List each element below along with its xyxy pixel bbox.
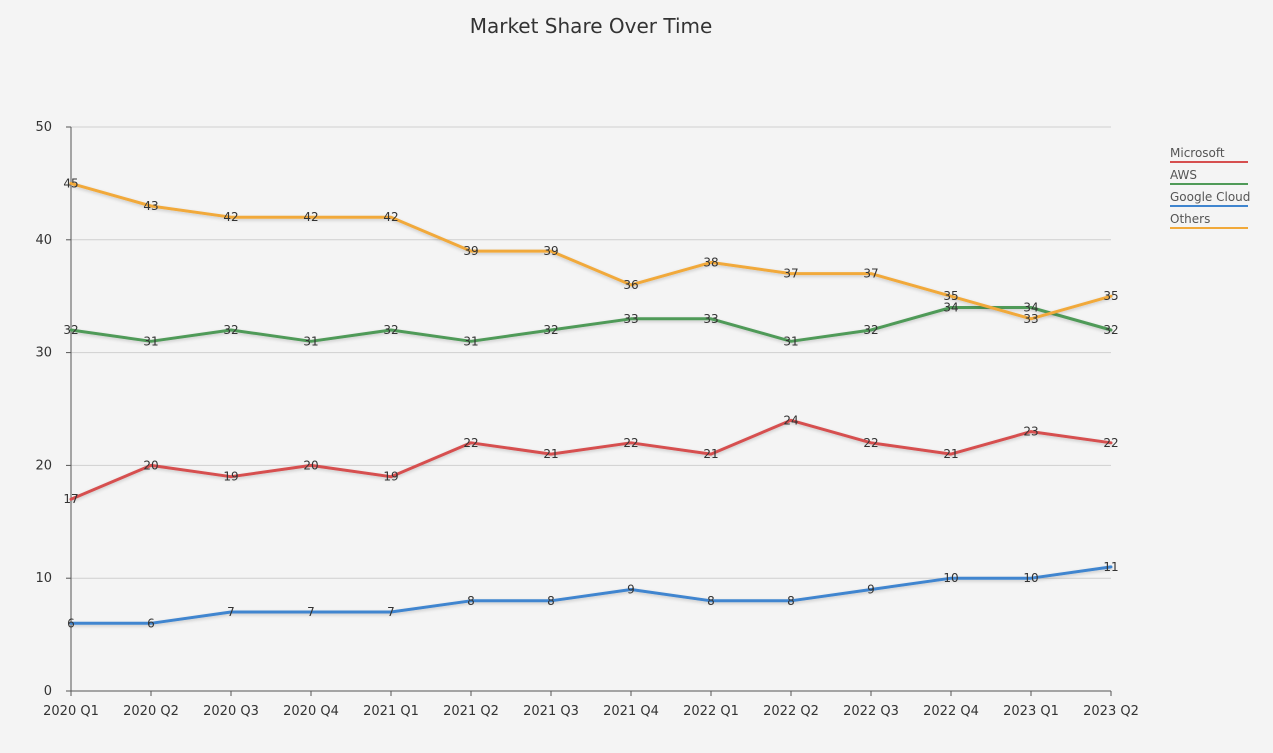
legend: Microsoft AWS Google Cloud Others xyxy=(1170,146,1250,229)
series-line-google-cloud xyxy=(69,565,1113,625)
data-label-others: 35 xyxy=(1103,289,1118,303)
data-label-google-cloud: 11 xyxy=(1103,560,1118,574)
data-label-others: 37 xyxy=(863,267,878,281)
data-label-aws: 31 xyxy=(303,334,318,348)
data-label-others: 45 xyxy=(63,176,78,190)
data-label-microsoft: 21 xyxy=(703,447,718,461)
series-line-aws xyxy=(69,306,1113,343)
data-label-microsoft: 21 xyxy=(543,447,558,461)
data-label-microsoft: 17 xyxy=(63,492,78,506)
legend-label-aws: AWS xyxy=(1170,168,1197,182)
data-label-google-cloud: 9 xyxy=(627,582,635,596)
data-label-aws: 32 xyxy=(223,323,238,337)
data-label-others: 33 xyxy=(1023,312,1038,326)
data-label-aws: 32 xyxy=(1103,323,1118,337)
y-tick-label: 0 xyxy=(44,684,52,699)
data-label-google-cloud: 10 xyxy=(943,571,958,585)
data-label-aws: 31 xyxy=(463,334,478,348)
data-label-microsoft: 22 xyxy=(623,436,638,450)
data-label-others: 36 xyxy=(623,278,638,292)
data-label-aws: 31 xyxy=(783,334,798,348)
data-label-aws: 32 xyxy=(543,323,558,337)
x-tick-label: 2022 Q3 xyxy=(843,704,899,719)
data-label-google-cloud: 8 xyxy=(547,594,555,608)
x-tick-label: 2021 Q1 xyxy=(363,704,419,719)
data-label-others: 35 xyxy=(943,289,958,303)
data-label-others: 43 xyxy=(143,199,158,213)
data-label-aws: 32 xyxy=(383,323,398,337)
x-tick-label: 2022 Q4 xyxy=(923,704,979,719)
legend-label-others: Others xyxy=(1170,212,1210,226)
legend-label-microsoft: Microsoft xyxy=(1170,146,1225,160)
data-label-aws: 32 xyxy=(63,323,78,337)
data-label-others: 42 xyxy=(223,210,238,224)
x-tick-label: 2020 Q1 xyxy=(43,704,99,719)
series-lines xyxy=(69,181,1113,625)
data-label-microsoft: 21 xyxy=(943,447,958,461)
data-label-google-cloud: 6 xyxy=(147,616,155,630)
data-label-google-cloud: 10 xyxy=(1023,571,1038,585)
x-tick-label: 2021 Q3 xyxy=(523,704,579,719)
data-label-google-cloud: 8 xyxy=(467,594,475,608)
y-tick-label: 10 xyxy=(35,571,52,586)
series-line-microsoft xyxy=(69,418,1113,501)
y-tick-label: 40 xyxy=(35,233,52,248)
y-tick-label: 20 xyxy=(35,458,52,473)
data-label-microsoft: 20 xyxy=(143,458,158,472)
data-label-microsoft: 20 xyxy=(303,458,318,472)
x-tick-label: 2023 Q2 xyxy=(1083,704,1139,719)
data-label-google-cloud: 8 xyxy=(787,594,795,608)
data-label-microsoft: 19 xyxy=(383,470,398,484)
data-label-google-cloud: 7 xyxy=(307,605,315,619)
data-label-google-cloud: 6 xyxy=(67,616,75,630)
y-tick-label: 30 xyxy=(35,346,52,361)
data-label-google-cloud: 7 xyxy=(387,605,395,619)
data-label-aws: 31 xyxy=(143,334,158,348)
x-tick-label: 2023 Q1 xyxy=(1003,704,1059,719)
data-label-others: 39 xyxy=(543,244,558,258)
data-label-others: 42 xyxy=(303,210,318,224)
data-label-others: 37 xyxy=(783,267,798,281)
axes: 0 10 20 30 40 50 2020 Q1 2020 Q2 2020 Q3 2020 Q4 2… xyxy=(35,120,1138,719)
data-label-aws: 32 xyxy=(863,323,878,337)
data-label-aws: 33 xyxy=(623,312,638,326)
x-tick-label: 2020 Q3 xyxy=(203,704,259,719)
data-label-aws: 33 xyxy=(703,312,718,326)
data-label-microsoft: 22 xyxy=(863,436,878,450)
data-label-microsoft: 22 xyxy=(463,436,478,450)
legend-label-google-cloud: Google Cloud xyxy=(1170,190,1250,204)
data-label-google-cloud: 9 xyxy=(867,582,875,596)
x-tick-label: 2021 Q4 xyxy=(603,704,659,719)
data-label-others: 38 xyxy=(703,255,718,269)
data-label-aws: 34 xyxy=(1023,300,1038,314)
data-label-others: 42 xyxy=(383,210,398,224)
data-label-aws: 34 xyxy=(943,300,958,314)
grid-lines xyxy=(71,126,1111,579)
data-label-microsoft: 23 xyxy=(1023,425,1038,439)
data-label-microsoft: 24 xyxy=(783,413,798,427)
data-labels: 17 20 19 20 19 22 21 22 21 24 22 21 23 22 32 31 32 31 32 31… xyxy=(63,176,1118,630)
x-tick-label: 2020 Q2 xyxy=(123,704,179,719)
x-tick-label: 2022 Q1 xyxy=(683,704,739,719)
chart-title: Market Share Over Time xyxy=(470,14,713,38)
data-label-microsoft: 22 xyxy=(1103,436,1118,450)
data-label-google-cloud: 7 xyxy=(227,605,235,619)
data-label-google-cloud: 8 xyxy=(707,594,715,608)
x-tick-label: 2020 Q4 xyxy=(283,704,339,719)
x-tick-label: 2021 Q2 xyxy=(443,704,499,719)
x-tick-label: 2022 Q2 xyxy=(763,704,819,719)
data-label-microsoft: 19 xyxy=(223,470,238,484)
y-tick-label: 50 xyxy=(35,120,52,135)
data-label-others: 39 xyxy=(463,244,478,258)
series-line-others xyxy=(69,181,1113,321)
